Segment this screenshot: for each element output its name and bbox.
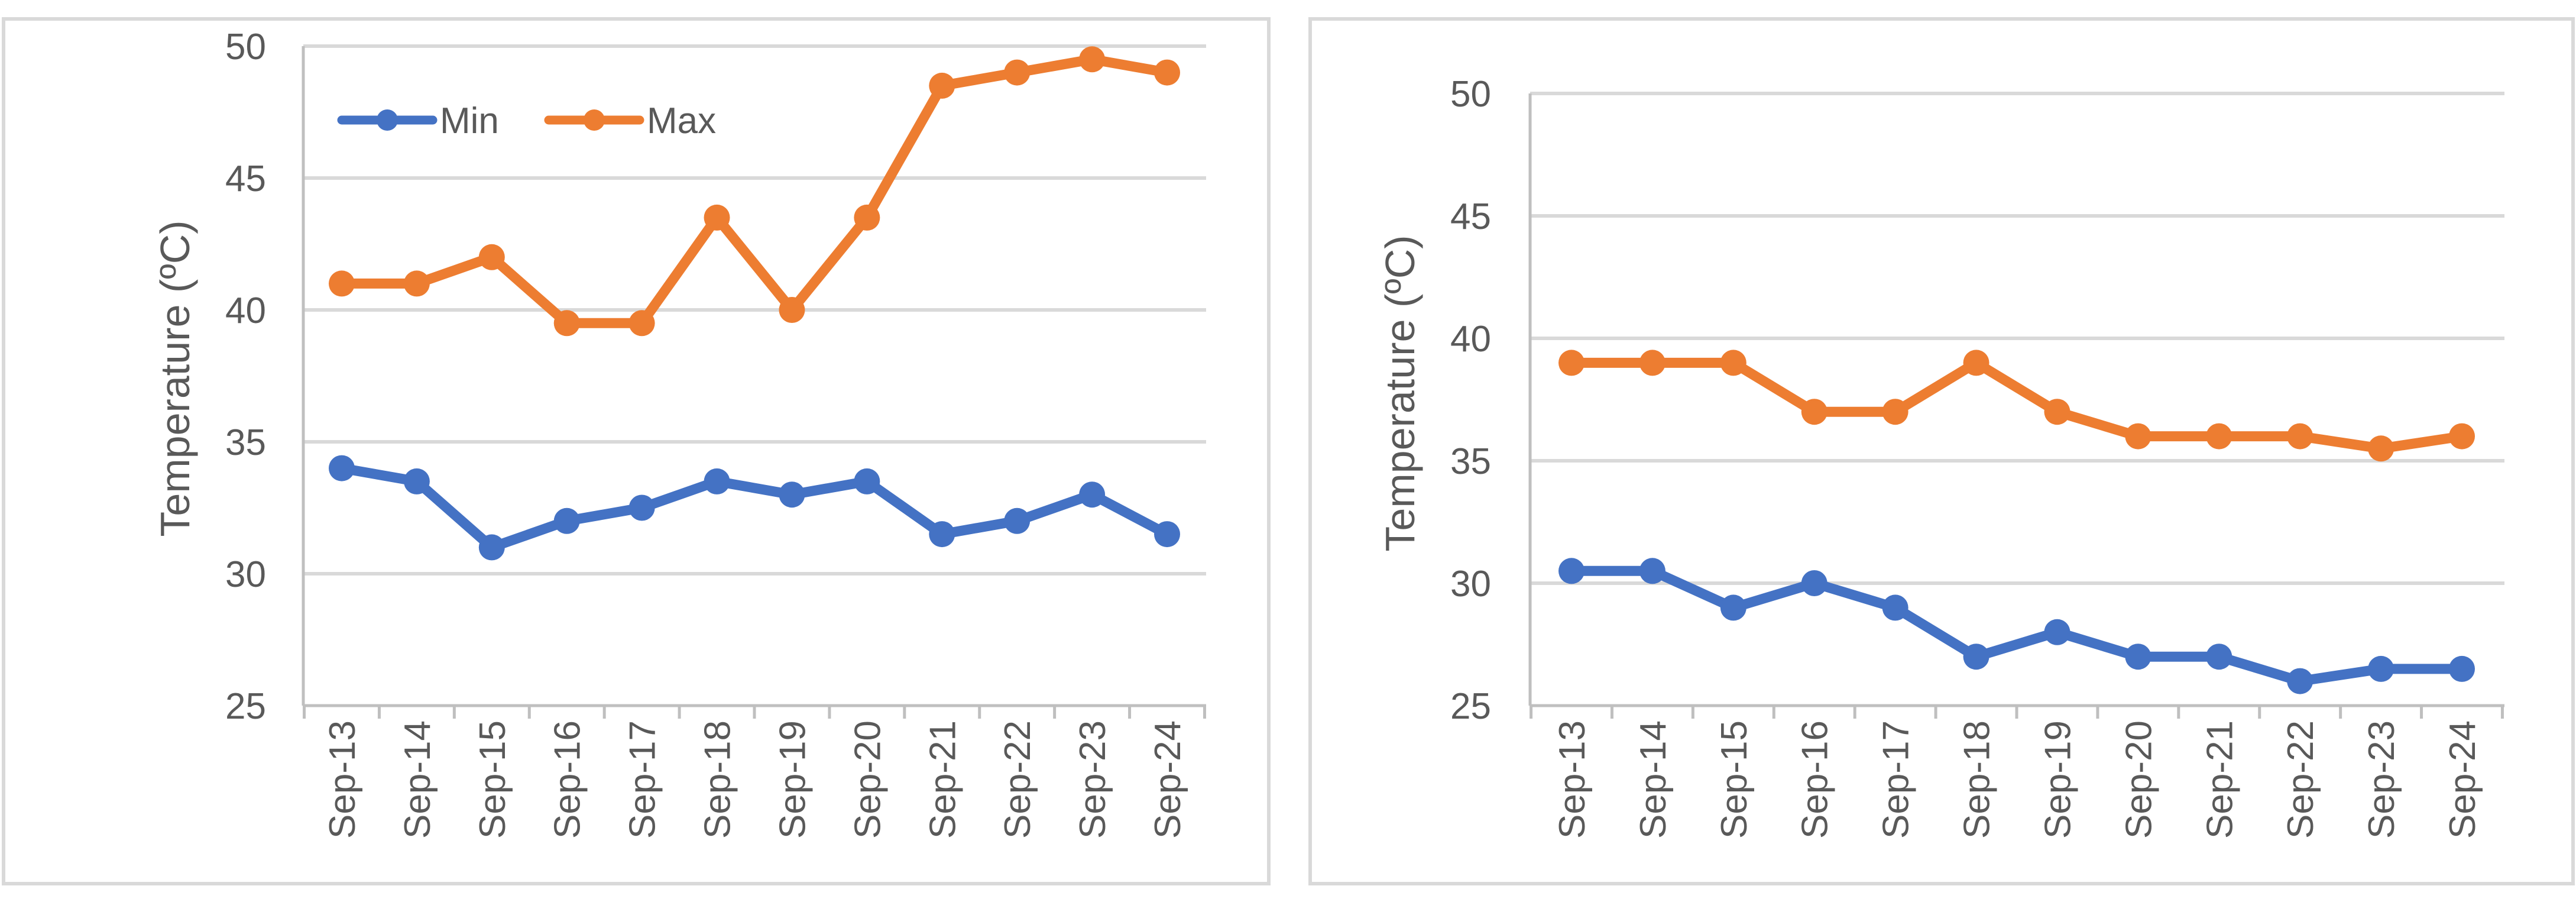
chart-1-series-max-point: [779, 297, 805, 323]
chart-2-series-min-point: [1963, 644, 1989, 670]
chart-1-series-min-point: [929, 521, 955, 548]
chart-2-x-tick-label: Sep-21: [2199, 720, 2240, 839]
chart-1-y-tick-label: 35: [225, 422, 266, 463]
chart-2-y-tick-label: 35: [1450, 441, 1491, 482]
chart-1-series-max-point: [478, 244, 505, 270]
chart-2-series-min-point: [2044, 619, 2070, 645]
chart-1-series-min-point: [1154, 521, 1180, 548]
chart-1-x-tick-label: Sep-22: [997, 720, 1038, 839]
chart-2-x-tick-label: Sep-23: [2361, 720, 2402, 839]
chart-1-series-max-point: [854, 204, 880, 231]
chart-2-x-tick-label: Sep-15: [1714, 720, 1755, 839]
chart-2-series-max-point: [1720, 350, 1747, 376]
chart-1-legend: Min Max: [337, 101, 716, 141]
chart-2-x-tick-label: Sep-18: [1957, 720, 1998, 839]
chart-2-y-tick-label: 25: [1450, 686, 1491, 727]
chart-2-series-min-point: [1720, 594, 1747, 621]
legend-max-swatch-marker: [584, 109, 605, 131]
chart-2-x-tick-label: Sep-17: [1876, 720, 1917, 839]
chart-1-series-min-point: [704, 468, 730, 494]
chart-1-y-tick-label: 30: [225, 554, 266, 595]
chart-1-series-min-point: [628, 494, 655, 521]
chart-1-series-max-point: [1004, 59, 1031, 86]
chart-2-series-min-point: [1558, 558, 1585, 584]
chart-2-series-min-point: [1801, 570, 1827, 596]
chart-1-x-tick-label: Sep-16: [547, 720, 588, 839]
chart-1-series-max-point: [929, 72, 955, 99]
chart-2-x-tick-label: Sep-22: [2280, 720, 2321, 839]
chart-1-x-tick-label: Sep-17: [623, 720, 663, 839]
chart-2-series-max-point: [1639, 350, 1666, 376]
chart-1-series-max-point: [704, 204, 730, 231]
chart-2-series-min-point: [2206, 644, 2232, 670]
chart-1-series-min-point: [478, 534, 505, 561]
chart-1-series-min-point: [1004, 507, 1031, 534]
chart-2-y-axis-title: Temperature (ºC): [1377, 235, 1423, 551]
chart-2-series-max-line: [1566, 357, 2467, 454]
chart-1-series-min-point: [329, 455, 355, 481]
chart-2-series-max-point: [1963, 350, 1989, 376]
chart-1-y-tick-label: 40: [225, 290, 266, 331]
chart-2-series-min-point: [2287, 668, 2313, 694]
chart-2-series-min-point: [1882, 594, 1908, 621]
chart-1-series-min-point: [403, 468, 430, 494]
chart-2-series-max-point: [2449, 423, 2475, 450]
chart-1-x-tick-label: Sep-14: [397, 720, 438, 839]
chart-1-x-tick-label: Sep-18: [698, 720, 738, 839]
chart-1-series-max-point: [1154, 59, 1180, 86]
chart-1-x-tick-label: Sep-21: [922, 720, 963, 839]
chart-1-x-tick-label: Sep-15: [472, 720, 513, 839]
chart-1-y-tick-label: 25: [225, 686, 266, 727]
chart-1-series-max-point: [329, 270, 355, 297]
chart-2-x-tick-label: Sep-16: [1795, 720, 1836, 839]
chart-2-series-min-point: [2368, 655, 2394, 682]
chart-1-series-min-point: [553, 507, 580, 534]
chart-2-series-max-point: [2287, 423, 2313, 450]
chart-1-y-tick-label: 50: [225, 27, 266, 67]
chart-1-series-min-point: [779, 481, 805, 508]
chart-1-x-tick-label: Sep-20: [847, 720, 888, 839]
chart-1-y-tick-label: 45: [225, 159, 266, 199]
chart-2-series-max-point: [2368, 435, 2394, 462]
chart-1-y-axis-title: Temperature (ºC): [152, 220, 198, 536]
chart-1-frame: [2, 17, 1271, 885]
legend-min-swatch-marker: [377, 109, 398, 131]
chart-2-y-tick-label: 50: [1450, 74, 1491, 115]
chart-1-series-max-point: [628, 310, 655, 337]
chart-2-y-tick-label: 45: [1450, 196, 1491, 237]
chart-2-x-tick-label: Sep-14: [1633, 720, 1674, 839]
chart-1-x-tick-label: Sep-19: [772, 720, 813, 839]
chart-2-series-max-point: [1801, 399, 1827, 425]
chart-2-series-min-line: [1566, 565, 2467, 687]
chart-2-frame: [1308, 17, 2575, 885]
chart-1: 25 30 35 40 45 50 Sep-13 Sep-14 Sep-15 Sep-16 Sep-…: [152, 27, 1206, 839]
chart-2-y-tick-label: 40: [1450, 319, 1491, 360]
chart-2-series-max-point: [1558, 350, 1585, 376]
chart-1-x-tick-label: Sep-13: [322, 720, 363, 839]
chart-2-x-tick-label: Sep-20: [2118, 720, 2159, 839]
chart-2-series-min-point: [1639, 558, 1666, 584]
chart-2-x-tick-label: Sep-13: [1552, 720, 1593, 839]
chart-2-series-min-point: [2125, 644, 2151, 670]
chart-2-series-max-point: [2206, 423, 2232, 450]
chart-2-series-max-point: [1882, 399, 1908, 425]
chart-2-x-tick-label: Sep-19: [2037, 720, 2078, 839]
legend-max-label: Max: [647, 101, 716, 141]
chart-1-series-min-point: [854, 468, 880, 494]
chart-1-series-min-point: [1079, 481, 1106, 508]
chart-2: 25 30 35 40 45 50 Sep-13 Sep-14 Sep-15 Sep-16 Sep-…: [1377, 74, 2504, 839]
chart-2-y-tick-label: 30: [1450, 564, 1491, 604]
chart-2-series-max-point: [2044, 399, 2070, 425]
chart-2-series-max-point: [2125, 423, 2151, 450]
chart-1-x-tick-label: Sep-24: [1148, 720, 1188, 839]
chart-1-series-max-point: [553, 310, 580, 337]
chart-2-series-min-point: [2449, 655, 2475, 682]
chart-1-series-max-point: [403, 270, 430, 297]
legend-min-label: Min: [440, 101, 499, 141]
chart-1-series-max-point: [1079, 46, 1106, 73]
chart-2-x-tick-label: Sep-24: [2442, 720, 2483, 839]
chart-1-x-tick-label: Sep-23: [1072, 720, 1113, 839]
chart-1-series-min-line: [336, 463, 1172, 552]
